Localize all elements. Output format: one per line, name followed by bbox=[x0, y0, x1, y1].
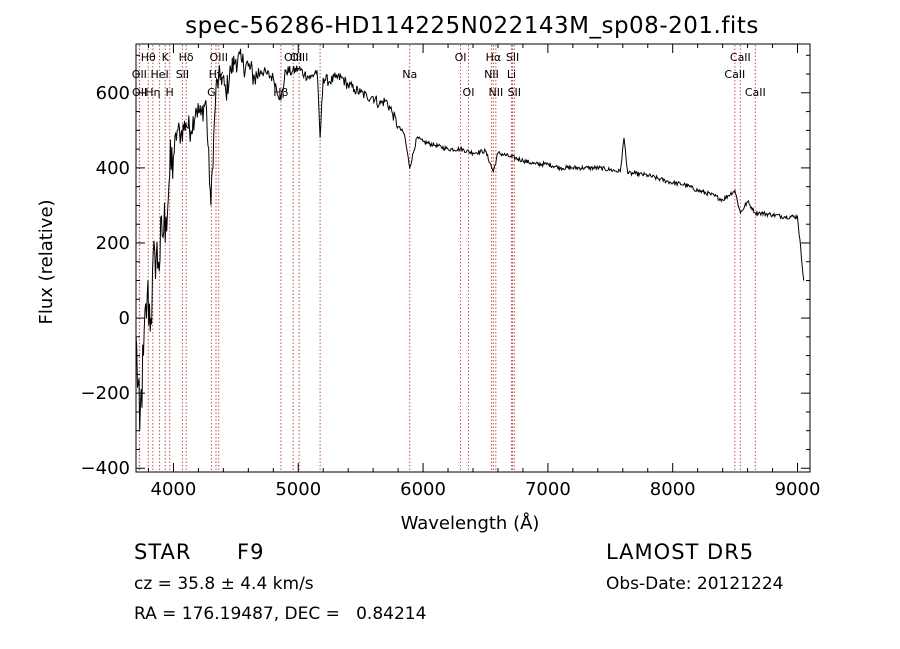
y-tick-label: 200 bbox=[96, 233, 130, 254]
x-tick-label: 4000 bbox=[151, 479, 197, 500]
redshift-velocity: cz = 35.8 ± 4.4 km/s bbox=[134, 574, 314, 594]
spectral-line-label: Hδ bbox=[179, 51, 194, 64]
y-tick-label: −400 bbox=[81, 458, 130, 479]
spectral-line-label: OIII bbox=[284, 51, 302, 64]
x-tick-label: 9000 bbox=[775, 479, 821, 500]
spectral-line-label: SII bbox=[176, 68, 189, 81]
spectral-line-label: NII bbox=[484, 68, 499, 81]
spectral-line-label: HeI bbox=[150, 68, 168, 81]
spectral-line-label: H bbox=[166, 86, 174, 99]
spectrum-line bbox=[135, 48, 805, 431]
observation-date: Obs-Date: 20121224 bbox=[606, 574, 784, 594]
spectral-line-label: OI bbox=[455, 51, 467, 64]
spectral-line-label: Li bbox=[507, 68, 516, 81]
spectral-line-label: OI bbox=[463, 86, 475, 99]
y-tick-label: 600 bbox=[96, 83, 130, 104]
y-tick-label: −200 bbox=[81, 383, 130, 404]
spectral-line-label: OIII bbox=[210, 51, 228, 64]
object-class: STAR bbox=[134, 540, 192, 564]
spectral-line-label: CaII bbox=[745, 86, 766, 99]
spectral-line-markers bbox=[138, 45, 756, 471]
x-tick-label: 5000 bbox=[275, 479, 321, 500]
plot-frame bbox=[135, 43, 811, 473]
spectral-line-label: G bbox=[207, 86, 216, 99]
spectral-line-label: SII bbox=[506, 51, 519, 64]
x-tick-label: 6000 bbox=[400, 479, 446, 500]
chart-title: spec-56286-HD114225N022143M_sp08-201.fit… bbox=[185, 13, 759, 39]
y-tick-label: 400 bbox=[96, 158, 130, 179]
spectral-line-label: Hα bbox=[486, 51, 502, 64]
spectral-line-label: NII bbox=[488, 86, 503, 99]
x-tick-label: 8000 bbox=[650, 479, 696, 500]
y-axis-label: Flux (relative) bbox=[36, 199, 57, 324]
object-subclass: F9 bbox=[237, 540, 265, 564]
spectrum-series bbox=[135, 48, 805, 431]
x-axis-label: Wavelength (Å) bbox=[401, 512, 540, 534]
spectral-line-label: CaII bbox=[730, 51, 751, 64]
survey-name: LAMOST DR5 bbox=[606, 540, 755, 564]
spectral-line-label: Hθ bbox=[141, 51, 156, 64]
spectral-line-label: CaII bbox=[724, 68, 745, 81]
x-tick-label: 7000 bbox=[525, 479, 571, 500]
spectral-line-label: Hη bbox=[145, 86, 160, 99]
spectral-line-label: Na bbox=[402, 68, 417, 81]
spectral-line-label: OIII bbox=[290, 51, 308, 64]
axes: 4000 5000 6000 7000 8000 9000 −400 −200 0 200 400 6… bbox=[81, 44, 821, 500]
spectral-line-label: K bbox=[162, 51, 170, 64]
y-tick-label: 0 bbox=[119, 308, 130, 329]
spectral-line-label: SII bbox=[508, 86, 521, 99]
spectral-line-label: Hβ bbox=[273, 86, 288, 99]
coordinates: RA = 176.19487, DEC = 0.84214 bbox=[134, 604, 427, 624]
